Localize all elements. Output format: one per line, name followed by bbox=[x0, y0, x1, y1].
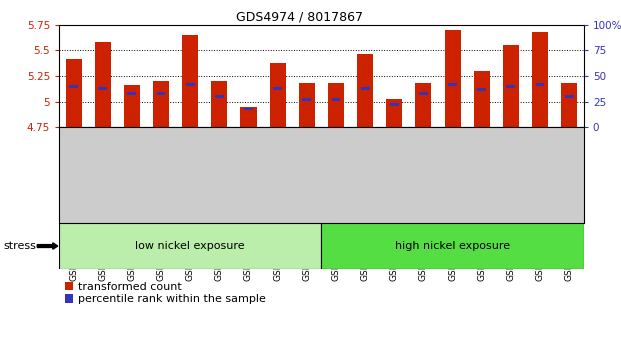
Bar bbox=[127, 92, 136, 95]
Bar bbox=[270, 63, 286, 127]
Bar bbox=[98, 87, 107, 90]
Bar bbox=[386, 99, 402, 127]
Bar bbox=[273, 87, 282, 90]
Bar bbox=[244, 108, 253, 110]
Bar bbox=[361, 87, 369, 90]
Bar bbox=[211, 81, 227, 127]
Bar bbox=[474, 71, 490, 127]
Bar bbox=[182, 35, 198, 127]
Bar bbox=[153, 81, 169, 127]
Bar bbox=[299, 83, 315, 127]
Bar bbox=[95, 42, 111, 127]
Bar bbox=[419, 92, 428, 95]
Bar bbox=[507, 85, 515, 88]
Text: high nickel exposure: high nickel exposure bbox=[395, 241, 510, 251]
Legend: transformed count, percentile rank within the sample: transformed count, percentile rank withi… bbox=[65, 282, 266, 304]
Bar bbox=[357, 53, 373, 127]
Bar bbox=[328, 83, 344, 127]
Bar bbox=[66, 59, 81, 127]
Bar bbox=[535, 83, 545, 86]
Bar bbox=[503, 45, 519, 127]
Bar bbox=[532, 32, 548, 127]
Text: stress: stress bbox=[3, 241, 36, 251]
Bar bbox=[156, 92, 165, 95]
Bar bbox=[448, 83, 457, 86]
Bar bbox=[390, 103, 399, 106]
Bar bbox=[332, 98, 340, 101]
Bar bbox=[124, 85, 140, 127]
Bar bbox=[69, 85, 78, 88]
Bar bbox=[564, 95, 574, 98]
Text: low nickel exposure: low nickel exposure bbox=[135, 241, 245, 251]
Bar bbox=[445, 30, 461, 127]
Bar bbox=[561, 83, 577, 127]
Bar bbox=[215, 95, 224, 98]
Bar bbox=[415, 83, 432, 127]
Text: GDS4974 / 8017867: GDS4974 / 8017867 bbox=[236, 11, 363, 24]
Bar bbox=[240, 107, 256, 127]
Bar bbox=[59, 223, 322, 269]
Bar bbox=[478, 88, 486, 91]
Bar bbox=[302, 98, 311, 101]
Bar bbox=[186, 83, 194, 86]
Bar bbox=[322, 223, 584, 269]
